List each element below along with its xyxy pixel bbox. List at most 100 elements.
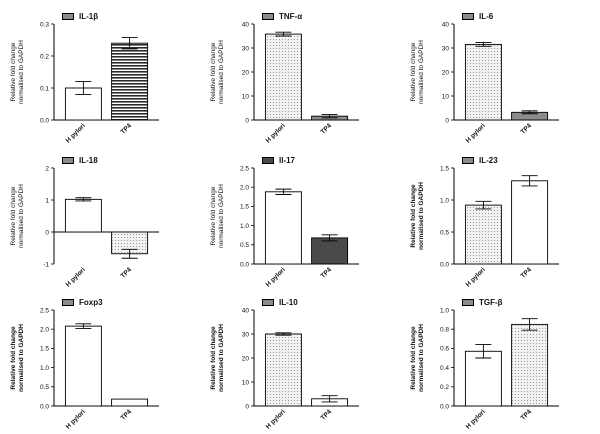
- x-tick-label: TP4: [520, 266, 534, 280]
- legend-label: IL-10: [279, 298, 298, 307]
- chart-panel: IL-18 Relative fold change normalised to G…: [6, 152, 196, 292]
- y-tick-label: 30: [442, 45, 450, 52]
- bar: [111, 42, 149, 121]
- y-tick-label: 10: [442, 93, 450, 100]
- y-tick-label: 1.0: [240, 223, 249, 230]
- y-tick-label: 0.4: [440, 365, 449, 372]
- legend-label: IL-6: [479, 12, 494, 21]
- legend: IL-23: [462, 156, 498, 165]
- x-tick-label: H pylori: [65, 122, 87, 144]
- bar: [111, 398, 149, 407]
- legend: Foxp3: [62, 298, 103, 307]
- legend: Il-17: [262, 156, 295, 165]
- x-tick-label: H pylori: [265, 266, 287, 288]
- x-tick-label: TP4: [520, 408, 534, 422]
- y-tick-label: 0.2: [440, 384, 449, 391]
- y-tick-label: 1.5: [40, 346, 49, 353]
- legend-label: Il-17: [279, 156, 296, 165]
- x-tick-label: H pylori: [265, 408, 287, 430]
- y-tick-label: 0.0: [40, 117, 49, 124]
- x-tick-label: H pylori: [65, 408, 87, 430]
- legend: TNF-α: [262, 12, 302, 21]
- y-tick-label: 40: [242, 307, 250, 314]
- y-tick-label: 40: [442, 21, 450, 28]
- legend-label: TGF-β: [479, 298, 503, 307]
- legend-swatch: [462, 13, 474, 20]
- legend-swatch: [62, 157, 74, 164]
- y-tick-label: 0.0: [240, 261, 249, 268]
- x-tick-label: H pylori: [65, 266, 87, 288]
- bar-chart: 0.0 0.1 0.2 0.3 H pylori TP4: [40, 21, 159, 145]
- y-tick-label: 30: [242, 45, 250, 52]
- legend-swatch: [62, 13, 74, 20]
- chart-panel: IL-1β Relative fold change normalised to G…: [6, 8, 196, 148]
- y-tick-label: 20: [442, 69, 450, 76]
- legend-label: TNF-α: [279, 12, 303, 21]
- x-tick-label: TP4: [520, 122, 534, 136]
- chart-panel: TGF-β Relative fold change normalised to G…: [406, 294, 596, 434]
- x-tick-label: TP4: [120, 408, 134, 422]
- y-tick-label: 1.5: [240, 204, 249, 211]
- chart-panel: Il-17 Relative fold change normalised to G…: [206, 152, 396, 292]
- y-tick-label: 0.3: [40, 21, 49, 28]
- y-tick-label: 20: [242, 355, 250, 362]
- legend: IL-10: [262, 298, 298, 307]
- x-tick-label: TP4: [120, 122, 134, 136]
- y-tick-label: 0.6: [440, 346, 449, 353]
- y-tick-label: 0.0: [40, 403, 49, 410]
- bar-chart: 0 10 20 30 40 H pylori TP4: [442, 21, 559, 145]
- chart-panel: Foxp3 Relative fold change normalised to G…: [6, 294, 196, 434]
- x-tick-label: TP4: [320, 122, 334, 136]
- chart-panel: IL-6 Relative fold change normalised to GA…: [406, 8, 596, 148]
- legend: TGF-β: [462, 298, 503, 307]
- legend-label: IL-1β: [79, 12, 99, 21]
- x-tick-label: TP4: [320, 266, 334, 280]
- y-tick-label: 0: [45, 229, 49, 236]
- y-tick-label: 0.5: [40, 384, 49, 391]
- y-tick-label: 0: [445, 117, 449, 124]
- x-tick-label: H pylori: [465, 122, 487, 144]
- y-tick-label: 1.0: [440, 197, 449, 204]
- y-tick-label: 10: [242, 379, 250, 386]
- bar: [264, 33, 302, 121]
- y-tick-label: 0.8: [440, 327, 449, 334]
- y-tick-label: 30: [242, 331, 250, 338]
- y-tick-label: 10: [242, 93, 250, 100]
- legend-swatch: [262, 157, 274, 164]
- legend: IL-6: [462, 12, 493, 21]
- bar: [464, 204, 502, 265]
- legend-swatch: [262, 13, 274, 20]
- bar-chart: 0.0 0.5 1.0 1.5 2.0 2.5 H pylori TP4: [240, 165, 359, 289]
- bar: [64, 198, 102, 233]
- bar-chart: 0 10 20 30 40 H pylori TP4: [242, 21, 359, 145]
- bar-chart: 0.0 0.5 1.0 1.5 H pylori TP4: [440, 165, 559, 289]
- x-tick-label: TP4: [320, 408, 334, 422]
- y-tick-label: 0.0: [440, 261, 449, 268]
- legend-label: Foxp3: [79, 298, 103, 307]
- legend: IL-18: [62, 156, 98, 165]
- bar: [464, 350, 502, 407]
- y-tick-label: 0: [245, 117, 249, 124]
- y-tick-label: 0: [245, 403, 249, 410]
- legend-label: IL-18: [79, 156, 98, 165]
- bar: [464, 43, 502, 121]
- y-tick-label: 40: [242, 21, 250, 28]
- chart-panel: IL-23 Relative fold change normalised to G…: [406, 152, 596, 292]
- y-tick-label: -1: [43, 261, 49, 268]
- y-tick-label: 0.2: [40, 53, 49, 60]
- y-tick-label: 1.5: [440, 165, 449, 172]
- y-tick-label: 2.0: [240, 185, 249, 192]
- y-tick-label: 1: [45, 197, 49, 204]
- y-tick-label: 2: [45, 165, 49, 172]
- y-tick-label: 0.1: [40, 85, 49, 92]
- bar: [264, 333, 302, 407]
- x-tick-label: H pylori: [465, 266, 487, 288]
- x-tick-label: TP4: [120, 266, 134, 280]
- bar: [64, 325, 102, 407]
- legend-swatch: [462, 157, 474, 164]
- chart-panel: TNF-α Relative fold change normalised to G…: [206, 8, 396, 148]
- bar-chart: 0.0 0.2 0.4 0.6 0.8 1.0 H pylori TP4: [440, 307, 559, 431]
- x-tick-label: H pylori: [265, 122, 287, 144]
- legend-swatch: [62, 299, 74, 306]
